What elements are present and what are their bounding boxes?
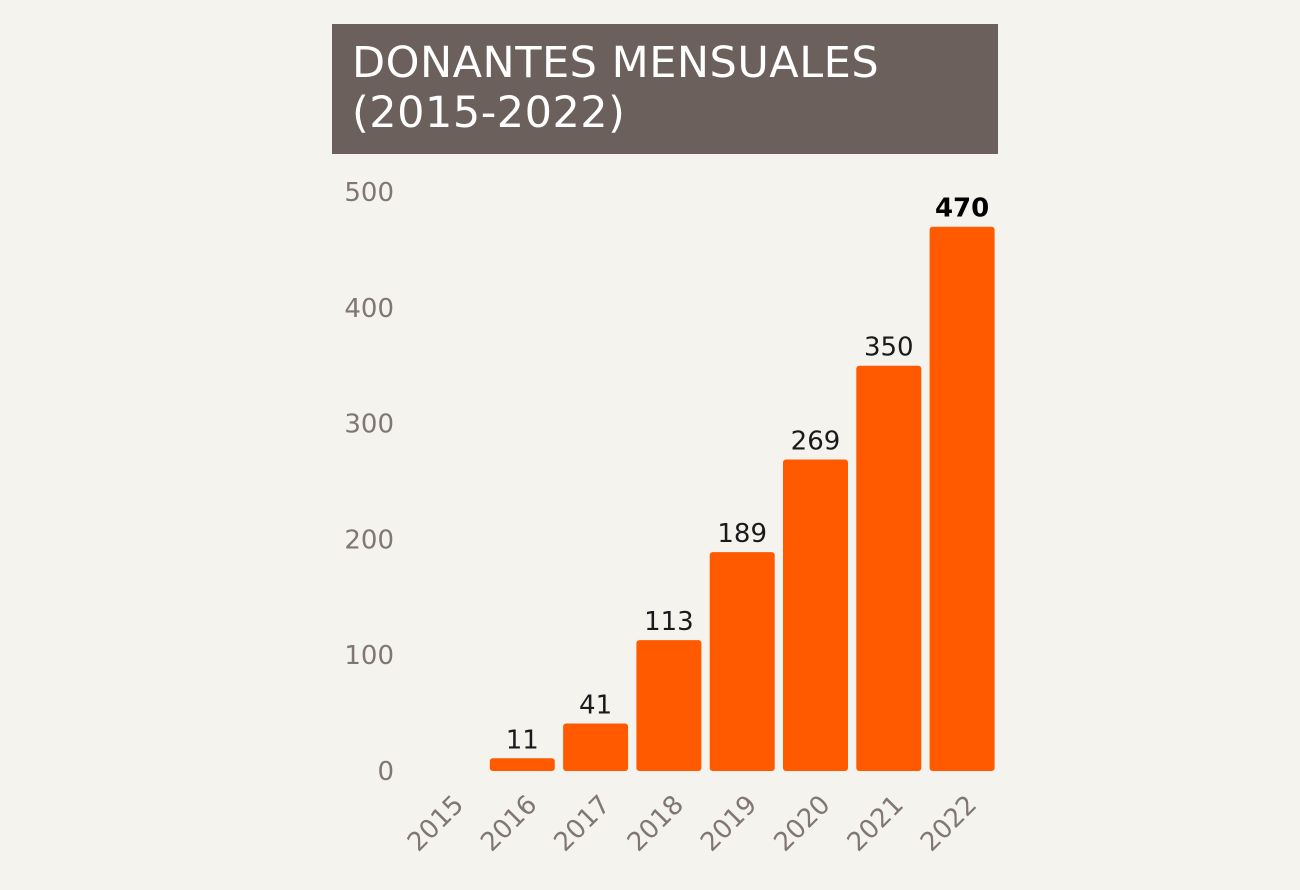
x-tick-label-2021: 2021 [842, 790, 910, 858]
bar-2022 [929, 226, 995, 772]
bar-2016 [489, 758, 555, 771]
y-tick-label: 300 [344, 410, 394, 440]
bar-2021 [856, 365, 922, 771]
data-label-2019: 189 [717, 519, 767, 549]
x-tick-label-2022: 2022 [915, 790, 983, 858]
y-tick-label: 0 [377, 757, 394, 787]
data-label-2022: 470 [935, 194, 989, 224]
bar-2020 [783, 459, 848, 771]
x-tick-label-2016: 2016 [475, 790, 543, 858]
data-label-2020: 269 [791, 426, 841, 456]
bar-2018 [636, 640, 702, 771]
x-tick-label-2015: 2015 [402, 790, 470, 858]
data-label-2017: 41 [579, 691, 612, 721]
chart-title-box: DONANTES MENSUALES (2015-2022) [332, 24, 998, 154]
data-label-2021: 350 [864, 333, 914, 363]
chart-title-line-2: (2015-2022) [352, 88, 626, 138]
x-tick-label-2017: 2017 [549, 790, 617, 858]
y-tick-label: 500 [344, 178, 394, 208]
data-label-2016: 11 [506, 725, 539, 755]
x-tick-label-2020: 2020 [768, 790, 836, 858]
y-tick-label: 100 [344, 641, 394, 671]
x-tick-label-2018: 2018 [622, 790, 690, 858]
bar-2017 [563, 723, 629, 771]
data-label-2018: 113 [644, 607, 694, 637]
y-tick-label: 200 [344, 525, 394, 555]
bar-2019 [709, 552, 775, 771]
chart-title-line-1: DONANTES MENSUALES [352, 38, 880, 88]
y-tick-label: 400 [344, 294, 394, 324]
x-tick-label-2019: 2019 [695, 790, 763, 858]
